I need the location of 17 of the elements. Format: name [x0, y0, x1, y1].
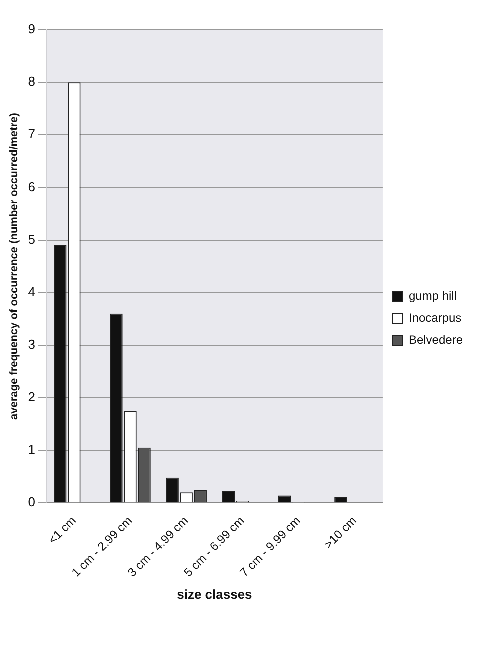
x-axis-title: size classes: [177, 586, 252, 602]
legend-label: gump hill: [408, 288, 457, 303]
x-tick-label: >10 cm: [321, 514, 360, 552]
y-tick-label: 3: [28, 336, 36, 352]
x-tick-label: <1 cm: [46, 514, 79, 548]
y-tick-label: 6: [28, 179, 36, 194]
y-tick-label: 7: [28, 126, 36, 142]
y-tick-label: 9: [28, 22, 36, 37]
y-tick-label: 4: [28, 284, 36, 300]
y-tick-label: 2: [28, 390, 36, 405]
legend-label: Belvedere: [408, 332, 464, 347]
y-tick-label: 1: [28, 442, 36, 458]
y-axis-title: average frequency of occurrence (number occurred/metre): [8, 112, 21, 420]
y-tick-label: 8: [28, 74, 36, 90]
y-tick-label: 5: [28, 232, 36, 247]
legend-label: Inocarpus: [408, 310, 462, 325]
y-tick-label: 0: [28, 494, 36, 510]
